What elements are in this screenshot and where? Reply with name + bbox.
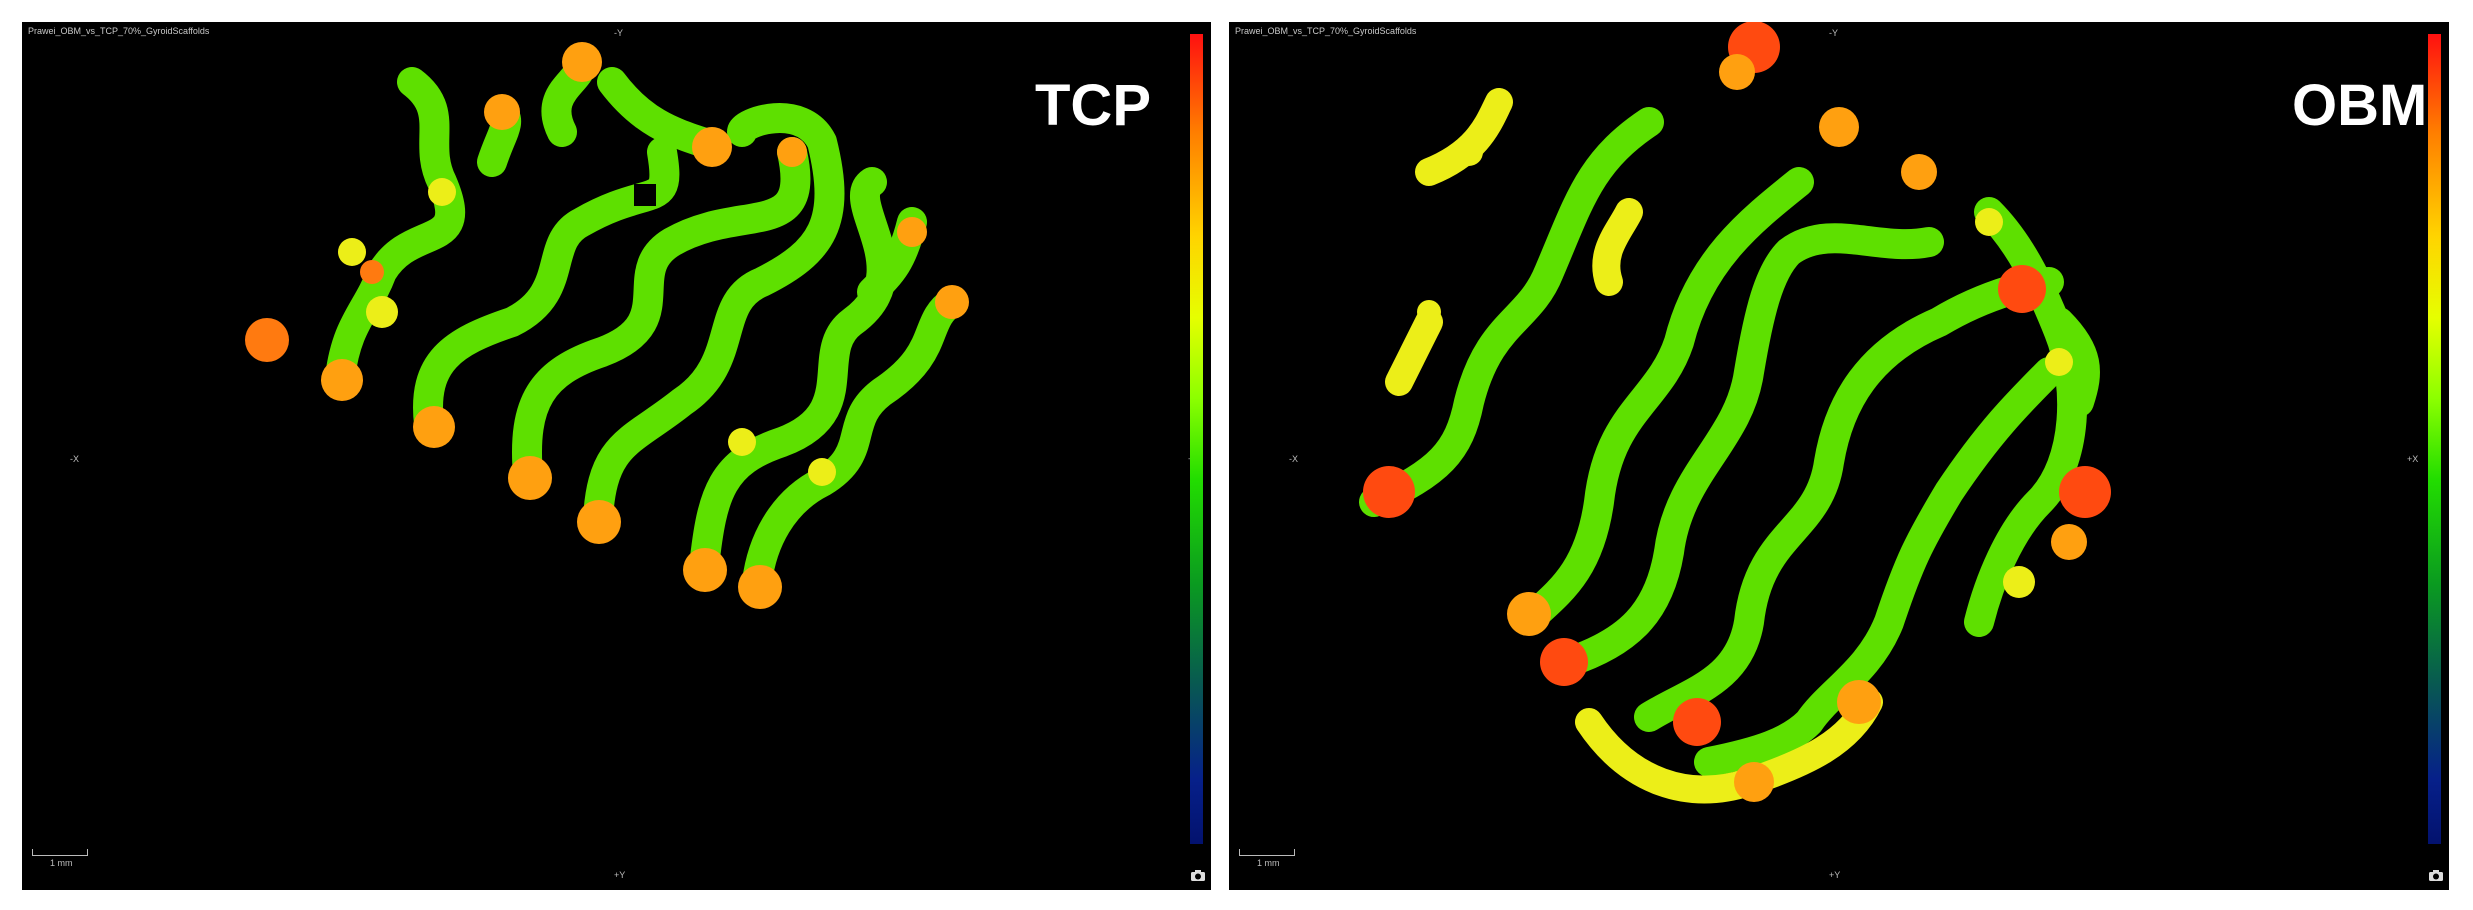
viewport-tcp[interactable]: Prawei_OBM_vs_TCP_70%_GyroidScaffolds TC… <box>22 22 1211 890</box>
tcp-blob <box>808 458 836 486</box>
obm-blob <box>1975 208 2003 236</box>
obm-blob <box>2059 466 2111 518</box>
tcp-blob <box>577 500 621 544</box>
tcp-blob <box>366 296 398 328</box>
obm-blob <box>1719 54 1755 90</box>
tcp-blob <box>413 406 455 448</box>
material-label-tcp: TCP <box>1035 73 1151 138</box>
obm-blob <box>1734 762 1774 802</box>
color-scale-bar <box>1190 34 1203 844</box>
axis-label-left: -X <box>70 454 79 464</box>
color-scale-bar <box>2428 34 2441 844</box>
tcp-blob <box>321 359 363 401</box>
obm-blob <box>1507 592 1551 636</box>
material-label-obm: OBM <box>2292 73 2428 138</box>
obm-scaffold-render <box>1359 22 2111 804</box>
tcp-blob <box>508 456 552 500</box>
tcp-blob <box>360 260 384 284</box>
obm-strut <box>1514 167 1814 635</box>
obm-blob <box>1998 265 2046 313</box>
obm-blob <box>1837 680 1881 724</box>
tcp-pore <box>634 184 656 206</box>
obm-blob <box>2003 566 2035 598</box>
tcp-blob <box>428 178 456 206</box>
obm-strut <box>1694 357 2064 777</box>
tcp-blob <box>738 565 782 609</box>
scale-label: 1 mm <box>1257 858 1280 868</box>
viewport-obm[interactable]: Prawei_OBM_vs_TCP_70%_GyroidScaffolds OB… <box>1229 22 2449 890</box>
obm-strut <box>1592 198 1643 296</box>
tcp-blob <box>338 238 366 266</box>
obm-blob <box>1819 107 1859 147</box>
tcp-blob <box>245 318 289 362</box>
obm-strut <box>1385 308 1443 396</box>
tcp-scaffold-render <box>245 42 969 609</box>
tcp-strut <box>583 103 845 534</box>
tcp-strut <box>325 67 466 392</box>
axis-label-bottom: +Y <box>1829 870 1841 880</box>
tcp-blob <box>683 548 727 592</box>
scale-bar: 1 mm <box>32 849 88 868</box>
tcp-strut <box>689 167 897 582</box>
scale-label: 1 mm <box>50 858 73 868</box>
tcp-blob <box>692 127 732 167</box>
obm-strut <box>1415 88 1513 186</box>
tcp-blob <box>897 217 927 247</box>
obm-blob <box>1363 466 1415 518</box>
camera-icon[interactable] <box>2428 869 2444 882</box>
obm-blob <box>1455 138 1483 166</box>
tcp-strut <box>512 137 811 490</box>
file-label: Prawei_OBM_vs_TCP_70%_GyroidScaffolds <box>28 26 210 36</box>
obm-blob <box>2045 348 2073 376</box>
obm-blob <box>1901 154 1937 190</box>
tcp-blob <box>935 285 969 319</box>
tcp-blob <box>562 42 602 82</box>
tcp-strut <box>742 287 967 597</box>
axis-label-top: -Y <box>1829 28 1838 38</box>
axis-label-top: -Y <box>614 28 623 38</box>
obm-strut <box>2044 307 2100 417</box>
tcp-blob <box>484 94 520 130</box>
obm-blob <box>1540 638 1588 686</box>
tcp-pore <box>477 220 499 242</box>
axis-label-left: -X <box>1289 454 1298 464</box>
scale-bar: 1 mm <box>1239 849 1295 868</box>
file-label: Prawei_OBM_vs_TCP_70%_GyroidScaffolds <box>1235 26 1417 36</box>
obm-blob <box>1673 698 1721 746</box>
tcp-blob <box>728 428 756 456</box>
camera-icon[interactable] <box>1190 869 1206 882</box>
obm-blob <box>2051 524 2087 560</box>
obm-strut <box>1634 267 2064 732</box>
obm-blob <box>1417 300 1441 324</box>
tcp-strut <box>597 67 717 157</box>
axis-label-right: +X <box>2407 454 2419 464</box>
axis-label-bottom: +Y <box>614 870 626 880</box>
obm-strut <box>1359 107 1664 517</box>
obm-strut <box>1554 223 1944 677</box>
tcp-blob <box>777 137 807 167</box>
